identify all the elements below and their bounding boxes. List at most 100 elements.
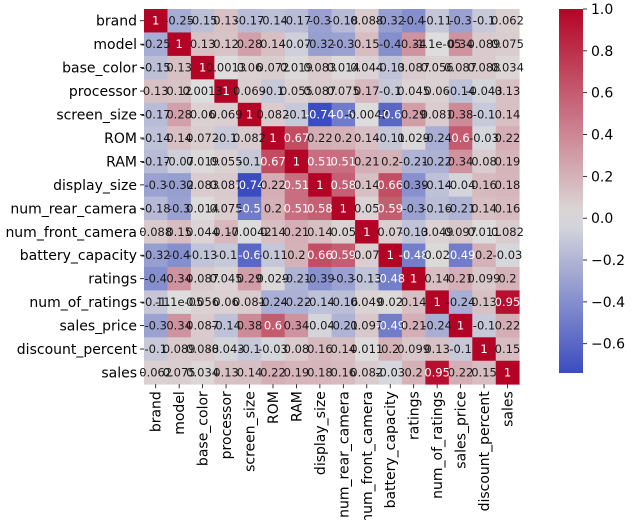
heatmap-cell [284, 79, 309, 104]
cell-annotation: -0.3 [168, 201, 190, 215]
cell-annotation: 0.38 [448, 108, 474, 122]
heatmap-cell [308, 149, 332, 174]
cell-annotation: 0.088 [139, 225, 172, 239]
heatmap-cell [472, 55, 497, 80]
cell-annotation: 1 [269, 131, 276, 145]
cell-annotation: 0.6 [451, 131, 469, 145]
cell-annotation: 0.16 [331, 365, 357, 379]
cell-annotation: 0.087 [444, 61, 477, 75]
heatmap-cell [425, 126, 450, 151]
cell-annotation: 0.28 [237, 37, 263, 51]
cell-annotation: 0.19 [284, 365, 310, 379]
heatmap-cell [261, 360, 286, 385]
cell-annotation: 0.075 [163, 365, 196, 379]
cell-annotation: 0.034 [491, 61, 524, 75]
cell-annotation: -0.15 [188, 14, 218, 28]
cell-annotation: -0.04 [446, 178, 476, 192]
cell-annotation: 0.056 [186, 295, 219, 309]
cell-annotation: 0.13 [495, 84, 521, 98]
cell-annotation: 0.045 [397, 84, 430, 98]
cell-annotation: -0.0042 [345, 108, 389, 122]
heatmap-cell [261, 266, 286, 291]
column-label: num_front_camera [360, 391, 376, 520]
heatmap-cell [495, 313, 520, 338]
cell-annotation: -0.4 [168, 248, 190, 262]
heatmap-cell [472, 102, 497, 127]
heatmap-cell [425, 9, 450, 33]
cell-annotation: 0.088 [350, 14, 383, 28]
cell-annotation: -0.32 [141, 248, 171, 262]
heatmap-cell [355, 79, 379, 104]
cell-annotation: 0.014 [186, 201, 219, 215]
heatmap-cell [237, 149, 262, 174]
cell-annotation: 0.14 [471, 201, 497, 215]
row-label: num_front_camera [5, 225, 137, 241]
heatmap-cell [378, 220, 403, 244]
heatmap-cell [214, 290, 239, 315]
heatmap-cell [378, 102, 403, 127]
cell-annotation: -0.3 [144, 178, 166, 192]
heatmap-cell [308, 9, 332, 33]
cell-annotation: 0.34 [166, 272, 192, 286]
heatmap-cell [425, 337, 450, 362]
cell-annotation: -0.39 [399, 178, 429, 192]
cell-annotation: -0.1 [144, 342, 166, 356]
heatmap-cell [472, 220, 497, 244]
heatmap-cell [308, 220, 332, 244]
cell-annotation: 0.15 [354, 37, 380, 51]
cell-annotation: -0.3 [402, 201, 424, 215]
heatmap-cell [355, 32, 379, 57]
heatmap-cell [214, 126, 239, 151]
cell-annotation: 0.019 [280, 61, 313, 75]
cell-annotation: 0.097 [350, 319, 383, 333]
heatmap-cell [331, 173, 356, 197]
heatmap-cell [237, 337, 262, 362]
heatmap-cell [331, 32, 356, 57]
column-label: display_size [313, 391, 329, 475]
heatmap-cell [308, 79, 332, 104]
cell-annotation: -0.1 [473, 14, 495, 28]
cell-annotation: -0.04 [305, 319, 335, 333]
cell-annotation: -0.17 [235, 14, 265, 28]
cell-annotation: 0.29 [237, 272, 263, 286]
cell-annotation: 0.6 [264, 319, 282, 333]
heatmap-cell [308, 55, 332, 80]
heatmap-cell [425, 79, 450, 104]
heatmap-cell [472, 243, 497, 268]
heatmap-cell [214, 149, 239, 174]
cell-annotation: 0.056 [421, 61, 454, 75]
cell-annotation: 0.087 [303, 84, 336, 98]
cell-annotation: 0.13 [166, 61, 192, 75]
heatmap-cell [401, 196, 426, 221]
heatmap-cell [237, 55, 262, 80]
cell-annotation: -0.1 [379, 84, 401, 98]
heatmap-cell [425, 55, 450, 80]
heatmap-cell [167, 220, 192, 244]
heatmap-cell [308, 173, 332, 197]
cell-annotation: -0.3 [309, 14, 331, 28]
cell-annotation: -0.15 [141, 61, 171, 75]
cell-annotation: 0.13 [143, 84, 169, 98]
colorbar-tick-label: 0.4 [591, 128, 613, 144]
row-label: num_of_ratings [29, 295, 137, 311]
heatmap-cell [284, 313, 309, 338]
heatmap-cell [237, 220, 262, 244]
heatmap-cell [167, 290, 192, 315]
cell-annotation: 1 [504, 365, 511, 379]
cell-annotation: -0.1 [238, 342, 260, 356]
heatmap-cell [190, 266, 215, 291]
cell-annotation: 0.15 [471, 365, 497, 379]
heatmap-cell [144, 9, 168, 33]
heatmap-cell [472, 196, 497, 221]
cell-annotation: 0.17 [213, 225, 239, 239]
cell-annotation: 0.12 [166, 84, 192, 98]
cell-annotation: -0.3 [144, 319, 166, 333]
cell-annotation: -1.1e-05 [155, 295, 203, 309]
cell-annotation: 0.029 [257, 272, 290, 286]
cell-annotation: 0.22 [495, 131, 521, 145]
heatmap-cell [401, 102, 426, 127]
heatmap-cell [144, 149, 168, 174]
heatmap-cell [355, 9, 379, 33]
cell-annotation: -0.32 [164, 178, 194, 192]
cell-annotation: -0.1 [473, 108, 495, 122]
